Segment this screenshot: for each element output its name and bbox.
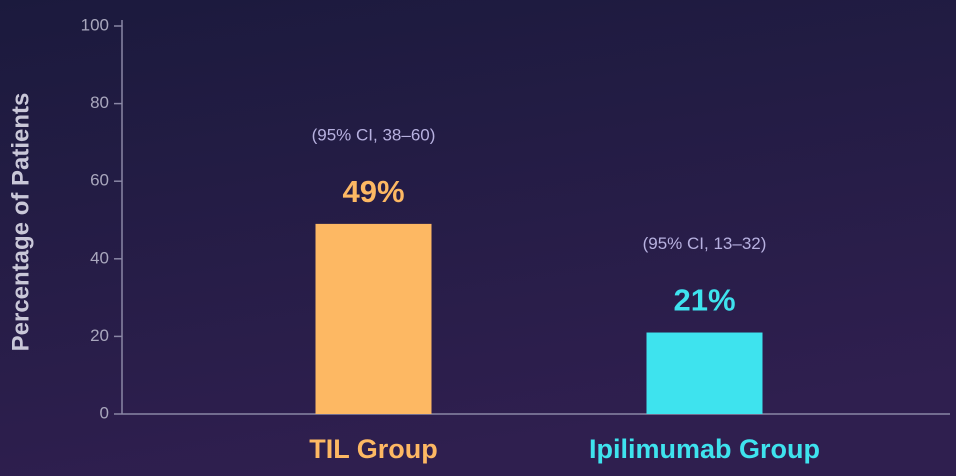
y-tick-label: 40 (90, 248, 109, 267)
bar (315, 223, 432, 414)
y-tick-label: 100 (81, 15, 109, 34)
bar (646, 332, 763, 414)
x-tick-label: Ipilimumab Group (589, 434, 820, 464)
x-tick-label: TIL Group (309, 434, 438, 464)
value-label: 21% (673, 283, 735, 318)
annotation: (95% CI, 13–32) (643, 234, 767, 253)
y-tick-label: 80 (90, 93, 109, 112)
y-tick-label: 20 (90, 326, 109, 345)
y-tick-label: 60 (90, 171, 109, 190)
y-axis-label: Percentage of Patients (7, 93, 34, 352)
value-label: 49% (342, 174, 404, 209)
annotation: (95% CI, 38–60) (312, 125, 436, 144)
y-tick-label: 0 (100, 403, 109, 422)
